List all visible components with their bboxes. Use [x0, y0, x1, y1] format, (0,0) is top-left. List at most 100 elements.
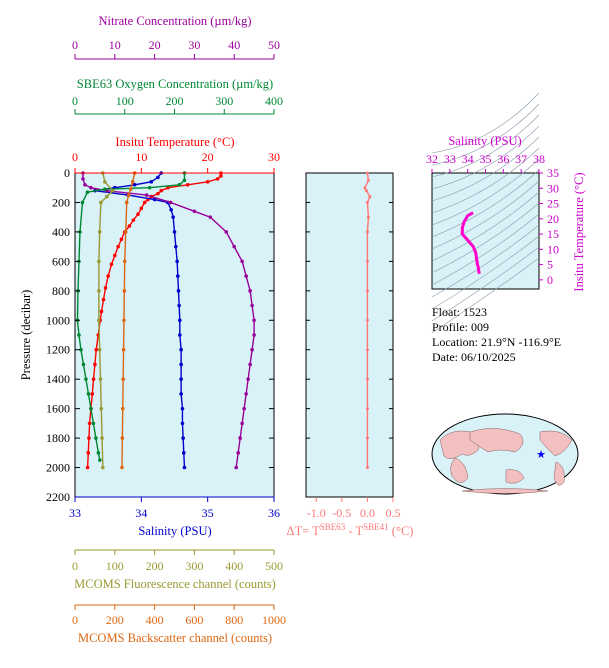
salinity-point [180, 406, 185, 411]
fluorescence-point [105, 194, 109, 199]
density-contour [431, 191, 540, 262]
salinity-axis-title: Salinity (PSU) [138, 524, 211, 538]
delta-t-point [366, 215, 370, 219]
oxygen-point [94, 436, 98, 440]
nitrate-point [83, 182, 87, 187]
fluorescence-point [97, 347, 102, 352]
nitrate-point [242, 406, 246, 411]
oxygen-point [91, 421, 96, 426]
salinity-point [172, 230, 177, 234]
pressure-tick-label: 2000 [46, 461, 70, 475]
profile-series-group [75, 171, 256, 470]
axis-tick-label: 20 [202, 150, 214, 164]
delta-t-axis-title: ΔT= TSBE63 - TSBE41 (°C) [287, 522, 414, 538]
nitrate-point [244, 392, 248, 396]
delta-t-point [365, 171, 369, 175]
land-antarctica [461, 488, 549, 494]
temperature-point [103, 286, 108, 290]
salinity-point [182, 465, 187, 470]
temperature-point [87, 436, 91, 440]
theta-s-y-title: Insitu Temperature (°C) [572, 172, 586, 291]
axis-tick-label: 200 [166, 94, 184, 108]
nitrate-axis-title: Nitrate Concentration (µm/kg) [99, 14, 252, 28]
oxygen-axis-title: SBE63 Oxygen Concentration (µm/kg) [77, 77, 273, 91]
delta-t-point [363, 186, 367, 190]
delta-t-point [365, 259, 369, 263]
density-contour [431, 224, 540, 298]
nitrate-point [240, 421, 244, 426]
nitrate-point [81, 177, 85, 181]
density-contour [431, 180, 540, 250]
delta-t-point [365, 466, 369, 470]
salinity-axis: 33 34 35 36 [69, 496, 280, 520]
temperature-point [142, 200, 147, 205]
fluorescence-point [99, 200, 103, 205]
pressure-axis: 0 200 400 600 800 1000 1200 1400 1600 1800 2000 220… [46, 166, 274, 504]
oxygen-point [77, 333, 81, 337]
nitrate-point [224, 230, 229, 234]
nitrate-point [238, 436, 242, 440]
temperature-point [101, 297, 106, 302]
temperature-point [139, 206, 144, 211]
backscatter-axis: 0 200 400 600 800 1000 [72, 604, 286, 627]
delta-t-plot: -1.0 -0.5 0.0 0.5 ΔT= TSBE63 - TSBE41 (°C) [287, 171, 414, 538]
nitrate-point [248, 362, 252, 367]
backscatter-point [122, 289, 127, 293]
axis-tick-label: 35 [202, 506, 214, 520]
delta-t-point [365, 289, 369, 293]
pressure-axis-title: Pressure (decibar) [19, 290, 33, 381]
nitrate-point [244, 274, 248, 278]
axis-tick-label: 10 [109, 38, 121, 52]
temperature-point [127, 224, 132, 228]
temperature-axis-title: Insitu Temperature (°C) [115, 135, 234, 149]
density-contour [431, 257, 540, 334]
temperature-point [136, 212, 140, 217]
temperature-point [109, 262, 114, 267]
oxygen-point [96, 451, 101, 455]
oxygen-point [80, 200, 85, 205]
axis-tick-label: 0 [72, 150, 78, 164]
axis-tick-label: 400 [265, 94, 283, 108]
density-contour [431, 103, 540, 166]
theta-s-y-tick-label: 5 [547, 258, 553, 272]
axis-tick-label: 500 [265, 559, 283, 573]
fluorescence-axis: 0 100 200 300 400 500 [72, 549, 283, 573]
temperature-point [156, 191, 160, 196]
nitrate-point [252, 318, 256, 323]
delta-t-point [368, 195, 372, 199]
temperature-point [86, 451, 91, 455]
axis-tick-label: 1000 [262, 613, 286, 627]
pressure-tick-label: 1200 [46, 343, 70, 357]
temperature-point [106, 274, 110, 278]
delta-t-point [365, 348, 369, 352]
density-contour [431, 158, 540, 226]
delta-t-point [365, 436, 369, 440]
oxygen-point [81, 362, 86, 367]
salinity-point [169, 208, 173, 212]
density-contour [431, 92, 540, 154]
axis-tick-label: 30 [188, 38, 200, 52]
theta-s-x-tick-label: 36 [497, 152, 509, 166]
delta-t-point [366, 178, 370, 182]
backscatter-point [120, 465, 124, 470]
backscatter-point [124, 200, 129, 205]
salinity-point [176, 289, 181, 293]
nitrate-point [236, 451, 240, 455]
temperature-axis: 0 10 20 30 [72, 150, 280, 174]
delta-t-tick-label: 0.0 [360, 506, 375, 520]
pressure-tick-label: 400 [52, 225, 70, 239]
salinity-point [149, 180, 154, 184]
density-contour [431, 213, 540, 286]
axis-tick-label: 0 [72, 38, 78, 52]
axis-tick-label: 50 [268, 38, 280, 52]
pressure-tick-label: 1600 [46, 402, 70, 416]
land-eurasia-west [439, 430, 480, 459]
profile-number: Profile: 009 [432, 320, 489, 334]
oxygen-point [177, 182, 182, 187]
axis-tick-label: 100 [106, 559, 124, 573]
oxygen-point [98, 458, 102, 462]
salinity-point [175, 259, 179, 264]
theta-s-x-tick-label: 33 [444, 152, 456, 166]
axis-tick-label: 36 [268, 506, 280, 520]
